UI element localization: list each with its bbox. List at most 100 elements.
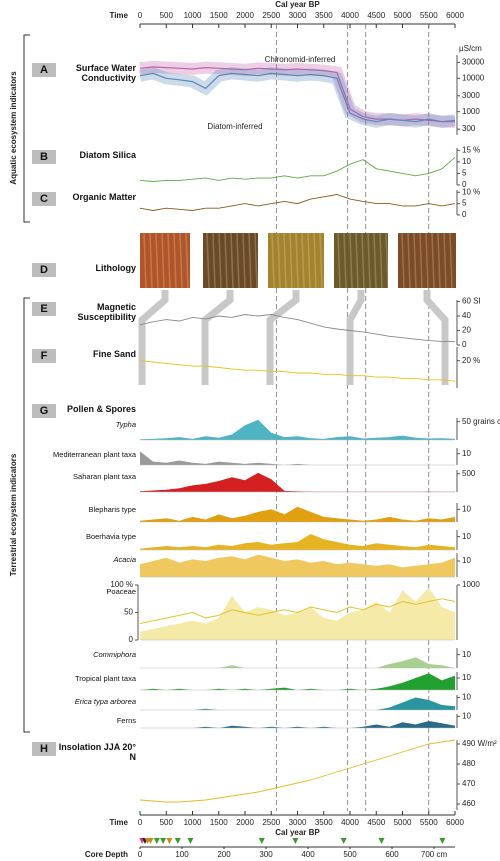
x-tick-label: 2000 <box>236 11 254 20</box>
panel-title: Erica typa arborea <box>40 697 136 706</box>
date-marker <box>341 838 347 844</box>
y-tick-label: 15 % <box>462 145 480 154</box>
date-marker <box>292 838 298 844</box>
y-tick-label: 50 grains cm⁻² yr⁻¹ <box>462 417 500 426</box>
x-tick-label: 4000 <box>341 818 359 827</box>
depth-tick-label: 100 <box>175 850 189 859</box>
series-label: Chironomid-inferred <box>265 55 336 64</box>
panel-title: Typha <box>40 420 136 429</box>
x-tick-label: 1000 <box>184 818 202 827</box>
depth-tick-label: 200 <box>217 850 231 859</box>
axis-unit: µS/cm <box>459 44 482 53</box>
y-tick-label: 0 <box>462 210 467 219</box>
panel-title: Ferns <box>40 716 136 725</box>
depth-tick-label: 300 <box>259 850 273 859</box>
y-tick-label: 1000 <box>462 580 480 589</box>
y-tick-label: 460 <box>462 799 476 808</box>
side-label: Aquatic ecosystem indicators <box>9 71 18 185</box>
panel-title: Magnetic Susceptibility <box>58 302 136 322</box>
date-marker <box>439 838 445 844</box>
depth-tick-label: 600 <box>385 850 399 859</box>
date-marker <box>175 838 181 844</box>
y-tick-label: 40 <box>462 311 471 320</box>
area <box>140 721 455 728</box>
x-tick-label: 2500 <box>262 11 280 20</box>
core-link <box>142 290 165 385</box>
panel-title: Pollen & Spores <box>58 404 136 414</box>
x-tick-label: 5000 <box>394 818 412 827</box>
area <box>140 673 455 690</box>
x-tick-label: 5000 <box>394 11 412 20</box>
core-link <box>270 290 296 385</box>
time-label: Time <box>109 818 128 827</box>
x-tick-label: 1500 <box>210 11 228 20</box>
chart: Cal year BPTime0500100015002000250030003… <box>0 0 500 861</box>
depth-tick-label: 400 <box>301 850 315 859</box>
panel-letter: F <box>32 349 56 363</box>
x-tick-label: 3500 <box>315 11 333 20</box>
date-marker <box>166 838 172 844</box>
panel-title: Insolation JJA 20° N <box>58 742 136 762</box>
x-tick-label: 0 <box>138 11 143 20</box>
x-tick-label: 4500 <box>367 818 385 827</box>
y-tick-label: 480 <box>462 759 476 768</box>
panel-letter: C <box>32 192 56 206</box>
panel-title: Mediterranean plant taxa <box>40 450 136 459</box>
y-tick-label: 10 <box>462 504 471 513</box>
area <box>140 507 455 522</box>
date-marker <box>187 838 193 844</box>
y-tick-label: 10 <box>462 650 471 659</box>
panel-title: Tropical plant taxa <box>40 674 136 683</box>
time-label: Time <box>109 11 128 20</box>
y-tick-label: 470 <box>462 779 476 788</box>
x-tick-label: 1000 <box>184 11 202 20</box>
area <box>140 451 455 465</box>
y-tick-label: 0 <box>129 635 134 644</box>
area <box>140 534 455 550</box>
y-tick-label: 500 <box>462 469 476 478</box>
bracket <box>24 35 30 222</box>
x-tick-label: 3500 <box>315 818 333 827</box>
y-tick-label: 10 <box>462 449 471 458</box>
depth-tick-label: 500 <box>343 850 357 859</box>
core-link <box>427 290 445 385</box>
y-tick-label: 1000 <box>462 107 480 116</box>
x-axis-title: Cal year BP <box>275 0 320 9</box>
panel-letter: A <box>32 63 56 77</box>
line <box>140 315 455 342</box>
line <box>140 361 455 382</box>
y-tick-label: 3000 <box>462 91 480 100</box>
x-tick-label: 4500 <box>367 11 385 20</box>
line <box>140 157 455 181</box>
panel-title: Acacia <box>40 555 136 564</box>
y-tick-label: 10 <box>462 673 471 682</box>
area <box>140 698 455 711</box>
panel-letter: D <box>32 263 56 277</box>
panel-title: Blepharis type <box>40 505 136 514</box>
y-tick-label: 10000 <box>462 73 485 82</box>
area <box>140 657 455 668</box>
line <box>140 195 455 211</box>
x-tick-label: 3000 <box>289 11 307 20</box>
panel-title: Poaceae <box>40 587 136 596</box>
depth-tick-label: 700 cm <box>421 850 448 859</box>
date-marker <box>259 838 265 844</box>
x-tick-label: 500 <box>160 11 174 20</box>
line <box>140 740 455 802</box>
y-tick-label: 10 <box>462 711 471 720</box>
panel-title: Organic Matter <box>58 192 136 202</box>
date-marker <box>154 838 160 844</box>
panel-title: Fine Sand <box>58 349 136 359</box>
x-tick-label: 0 <box>138 818 143 827</box>
panel-letter: E <box>32 302 56 316</box>
x-tick-label: 6000 <box>446 818 464 827</box>
y-tick-label: 60 SI <box>462 297 481 306</box>
x-tick-label: 4000 <box>341 11 359 20</box>
side-label: Terrestrial ecosystem indicators <box>9 453 18 576</box>
y-tick-label: 50 <box>124 608 133 617</box>
x-tick-label: 2000 <box>236 818 254 827</box>
x-tick-label: 2500 <box>262 818 280 827</box>
panel-title: Diatom Silica <box>58 150 136 160</box>
core-photo <box>140 233 190 288</box>
area <box>140 420 455 440</box>
